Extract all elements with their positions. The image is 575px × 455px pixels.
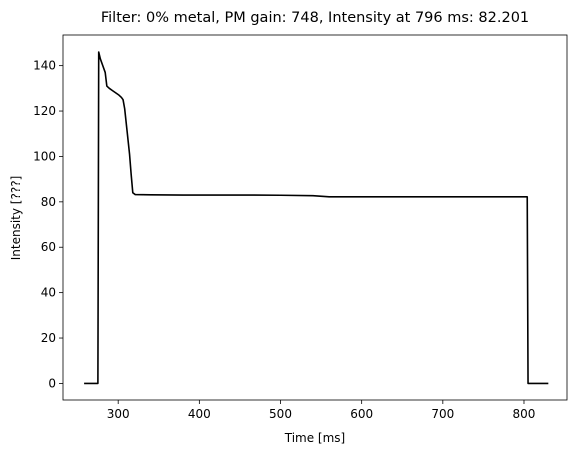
- y-axis-ticks: 0 20 40 60 80 100 120 140: [33, 59, 63, 390]
- x-tick-label: 600: [350, 407, 373, 421]
- y-tick-label: 100: [33, 149, 56, 163]
- y-tick-label: 140: [33, 59, 56, 73]
- y-tick-label: 80: [41, 195, 56, 209]
- x-axis-ticks: 300 400 500 600 700 800: [107, 400, 536, 421]
- x-tick-label: 400: [188, 407, 211, 421]
- x-tick-label: 800: [513, 407, 536, 421]
- series-line: [84, 51, 549, 385]
- y-tick-label: 120: [33, 104, 56, 118]
- y-axis-label: Intensity [???]: [9, 176, 23, 261]
- y-tick-label: 60: [41, 240, 56, 254]
- y-tick-label: 0: [48, 376, 56, 390]
- y-tick-label: 20: [41, 331, 56, 345]
- x-tick-label: 500: [269, 407, 292, 421]
- chart-title: Filter: 0% metal, PM gain: 748, Intensit…: [101, 10, 529, 26]
- y-tick-label: 40: [41, 286, 56, 300]
- x-axis-label: Time [ms]: [284, 431, 346, 445]
- x-tick-label: 700: [431, 407, 454, 421]
- x-tick-label: 300: [107, 407, 130, 421]
- plot-area-frame: [62, 34, 568, 401]
- series-layer: [84, 51, 549, 385]
